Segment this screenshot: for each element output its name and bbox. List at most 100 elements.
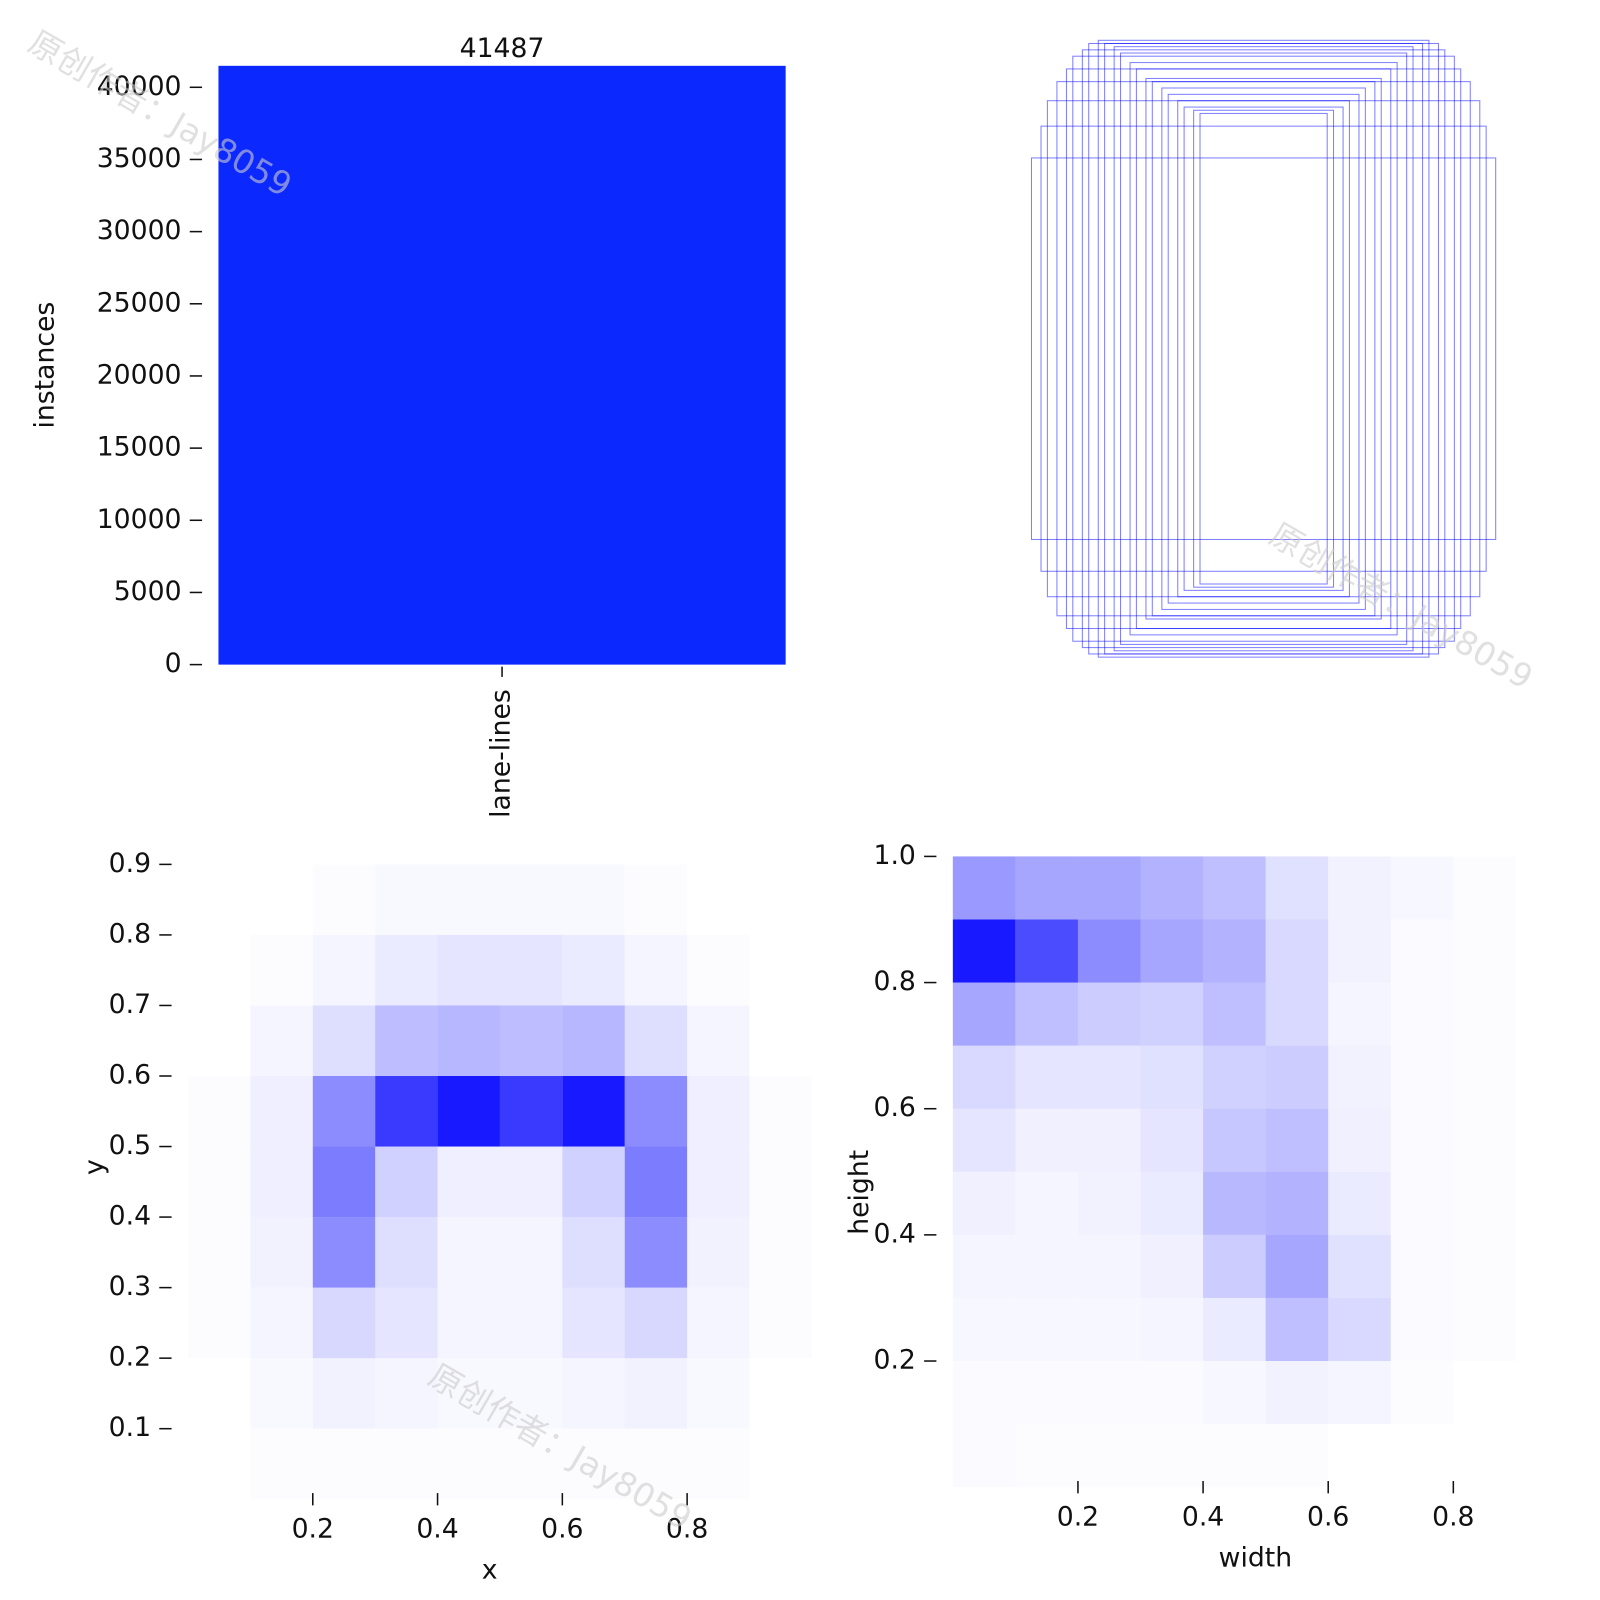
y-tick-label: 10000: [97, 504, 182, 535]
heatmap-cell: [750, 864, 812, 935]
heatmap-cell: [375, 794, 437, 865]
heatmap-cell: [1391, 919, 1454, 982]
heatmap-cell: [312, 1358, 376, 1429]
x-tick-label: 0.2: [292, 1514, 334, 1545]
box: [1135, 68, 1392, 630]
heatmap-cell: [1203, 982, 1266, 1046]
heatmap-cell: [1015, 1234, 1078, 1298]
heatmap-cell: [1328, 1424, 1391, 1487]
heatmap-cell: [437, 1076, 500, 1147]
heatmap-cell: [500, 1288, 562, 1359]
heatmap-cell: [624, 1005, 688, 1076]
heatmap-cell: [625, 794, 687, 865]
heatmap-cell: [312, 1146, 376, 1218]
heatmap-cell: [562, 1217, 625, 1288]
y-tick-label: 25000: [97, 287, 182, 318]
heatmap-cell: [1265, 1234, 1329, 1298]
heatmap-cell: [953, 1298, 1016, 1361]
heatmap-cell: [1015, 856, 1078, 920]
heatmap-cell: [1328, 1171, 1391, 1235]
heatmap-cell: [375, 1005, 438, 1076]
heatmap-cell: [1077, 1234, 1141, 1298]
heatmap-cell: [562, 1287, 625, 1359]
box: [1030, 157, 1497, 540]
box: [1072, 55, 1455, 642]
heatmap-cell: [1077, 982, 1141, 1046]
y-tick-label: 0.8: [109, 918, 151, 949]
box: [1040, 125, 1487, 572]
heatmap-cell: [1453, 1361, 1516, 1424]
y-tick-label: 0: [165, 648, 182, 679]
heatmap-cell: [250, 794, 312, 865]
heatmap-cell: [750, 1076, 812, 1147]
heatmap-cell: [1140, 982, 1204, 1046]
heatmap-cell: [1140, 1234, 1204, 1298]
heatmap-cell: [437, 934, 500, 1006]
heatmap-cell: [1203, 1045, 1266, 1109]
heatmap-cell: [687, 1217, 750, 1288]
heatmap-cell: [250, 1217, 313, 1288]
heatmap-cell: [1453, 1424, 1516, 1487]
heatmap-cell: [624, 1287, 688, 1359]
heatmap-cell: [1328, 1297, 1391, 1362]
heatmap-cell: [250, 935, 312, 1006]
heatmap-cell: [188, 1358, 250, 1429]
heatmap-cell: [438, 1288, 500, 1359]
heatmap-cell: [1077, 1171, 1141, 1235]
box: [1119, 52, 1408, 645]
bar: [218, 65, 786, 665]
x-tick-label: 0.4: [1182, 1501, 1224, 1532]
heatmap-cell: [750, 1429, 812, 1500]
heatmap-cell: [1203, 919, 1266, 983]
heatmap-cell: [1015, 1424, 1078, 1487]
heatmap-cell: [562, 1076, 625, 1147]
heatmap-cell: [1078, 1298, 1141, 1361]
heatmap-cell: [1140, 919, 1204, 983]
heatmap-cell: [1453, 1046, 1516, 1109]
heatmap-cell: [750, 794, 812, 865]
heatmap-cell: [953, 1361, 1016, 1424]
heatmap-cell: [250, 1358, 312, 1429]
heatmap-cell: [1265, 1045, 1329, 1109]
heatmap-cell: [750, 1358, 812, 1429]
heatmap-cell: [952, 856, 1016, 920]
x-tick-label: lane-lines: [486, 689, 517, 818]
heatmap-cell: [1516, 1361, 1579, 1424]
heatmap-cell: [250, 864, 312, 935]
heatmap-cell: [1328, 856, 1391, 920]
heatmap-cell: [1265, 1361, 1329, 1425]
box: [1151, 81, 1376, 617]
y-axis-label: height: [844, 1150, 875, 1235]
heatmap-cell: [1391, 1172, 1454, 1235]
y-tick-label: 0.4: [873, 1218, 915, 1249]
y-tick-label: 35000: [97, 143, 182, 174]
heatmap-cell: [1516, 983, 1579, 1046]
value-label: 41487: [460, 33, 545, 64]
heatmap-cell: [500, 794, 562, 865]
y-tick-label: 0.6: [873, 1092, 915, 1123]
heatmap-cell: [1015, 919, 1078, 983]
heatmap-cell: [313, 1429, 375, 1500]
heatmap-cell: [1328, 919, 1391, 983]
heatmap-cell: [1141, 1361, 1204, 1424]
heatmap-cell: [438, 794, 500, 865]
heatmap-cell: [562, 1005, 625, 1076]
heatmap-cell: [1328, 1234, 1391, 1298]
y-tick-label: 40000: [97, 71, 182, 102]
heatmap-cell: [953, 1424, 1016, 1487]
x-tick-label: 0.6: [541, 1514, 583, 1545]
box: [1056, 81, 1471, 617]
heatmap-cell: [1516, 1235, 1579, 1298]
heatmap-cell: [1453, 1172, 1516, 1235]
heatmap-cell: [1391, 856, 1454, 919]
heatmap-cell: [1203, 1234, 1266, 1298]
heatmap-cell: [1078, 1424, 1141, 1487]
box: [1081, 49, 1446, 649]
heatmap-cell: [1077, 1045, 1141, 1109]
heatmap-cell: [1077, 1108, 1141, 1172]
heatmap-cell: [952, 982, 1016, 1046]
heatmap-cell: [312, 1076, 376, 1147]
heatmap-cell: [375, 934, 438, 1006]
heatmap-cell: [750, 1005, 812, 1076]
y-tick-label: 30000: [97, 215, 182, 246]
